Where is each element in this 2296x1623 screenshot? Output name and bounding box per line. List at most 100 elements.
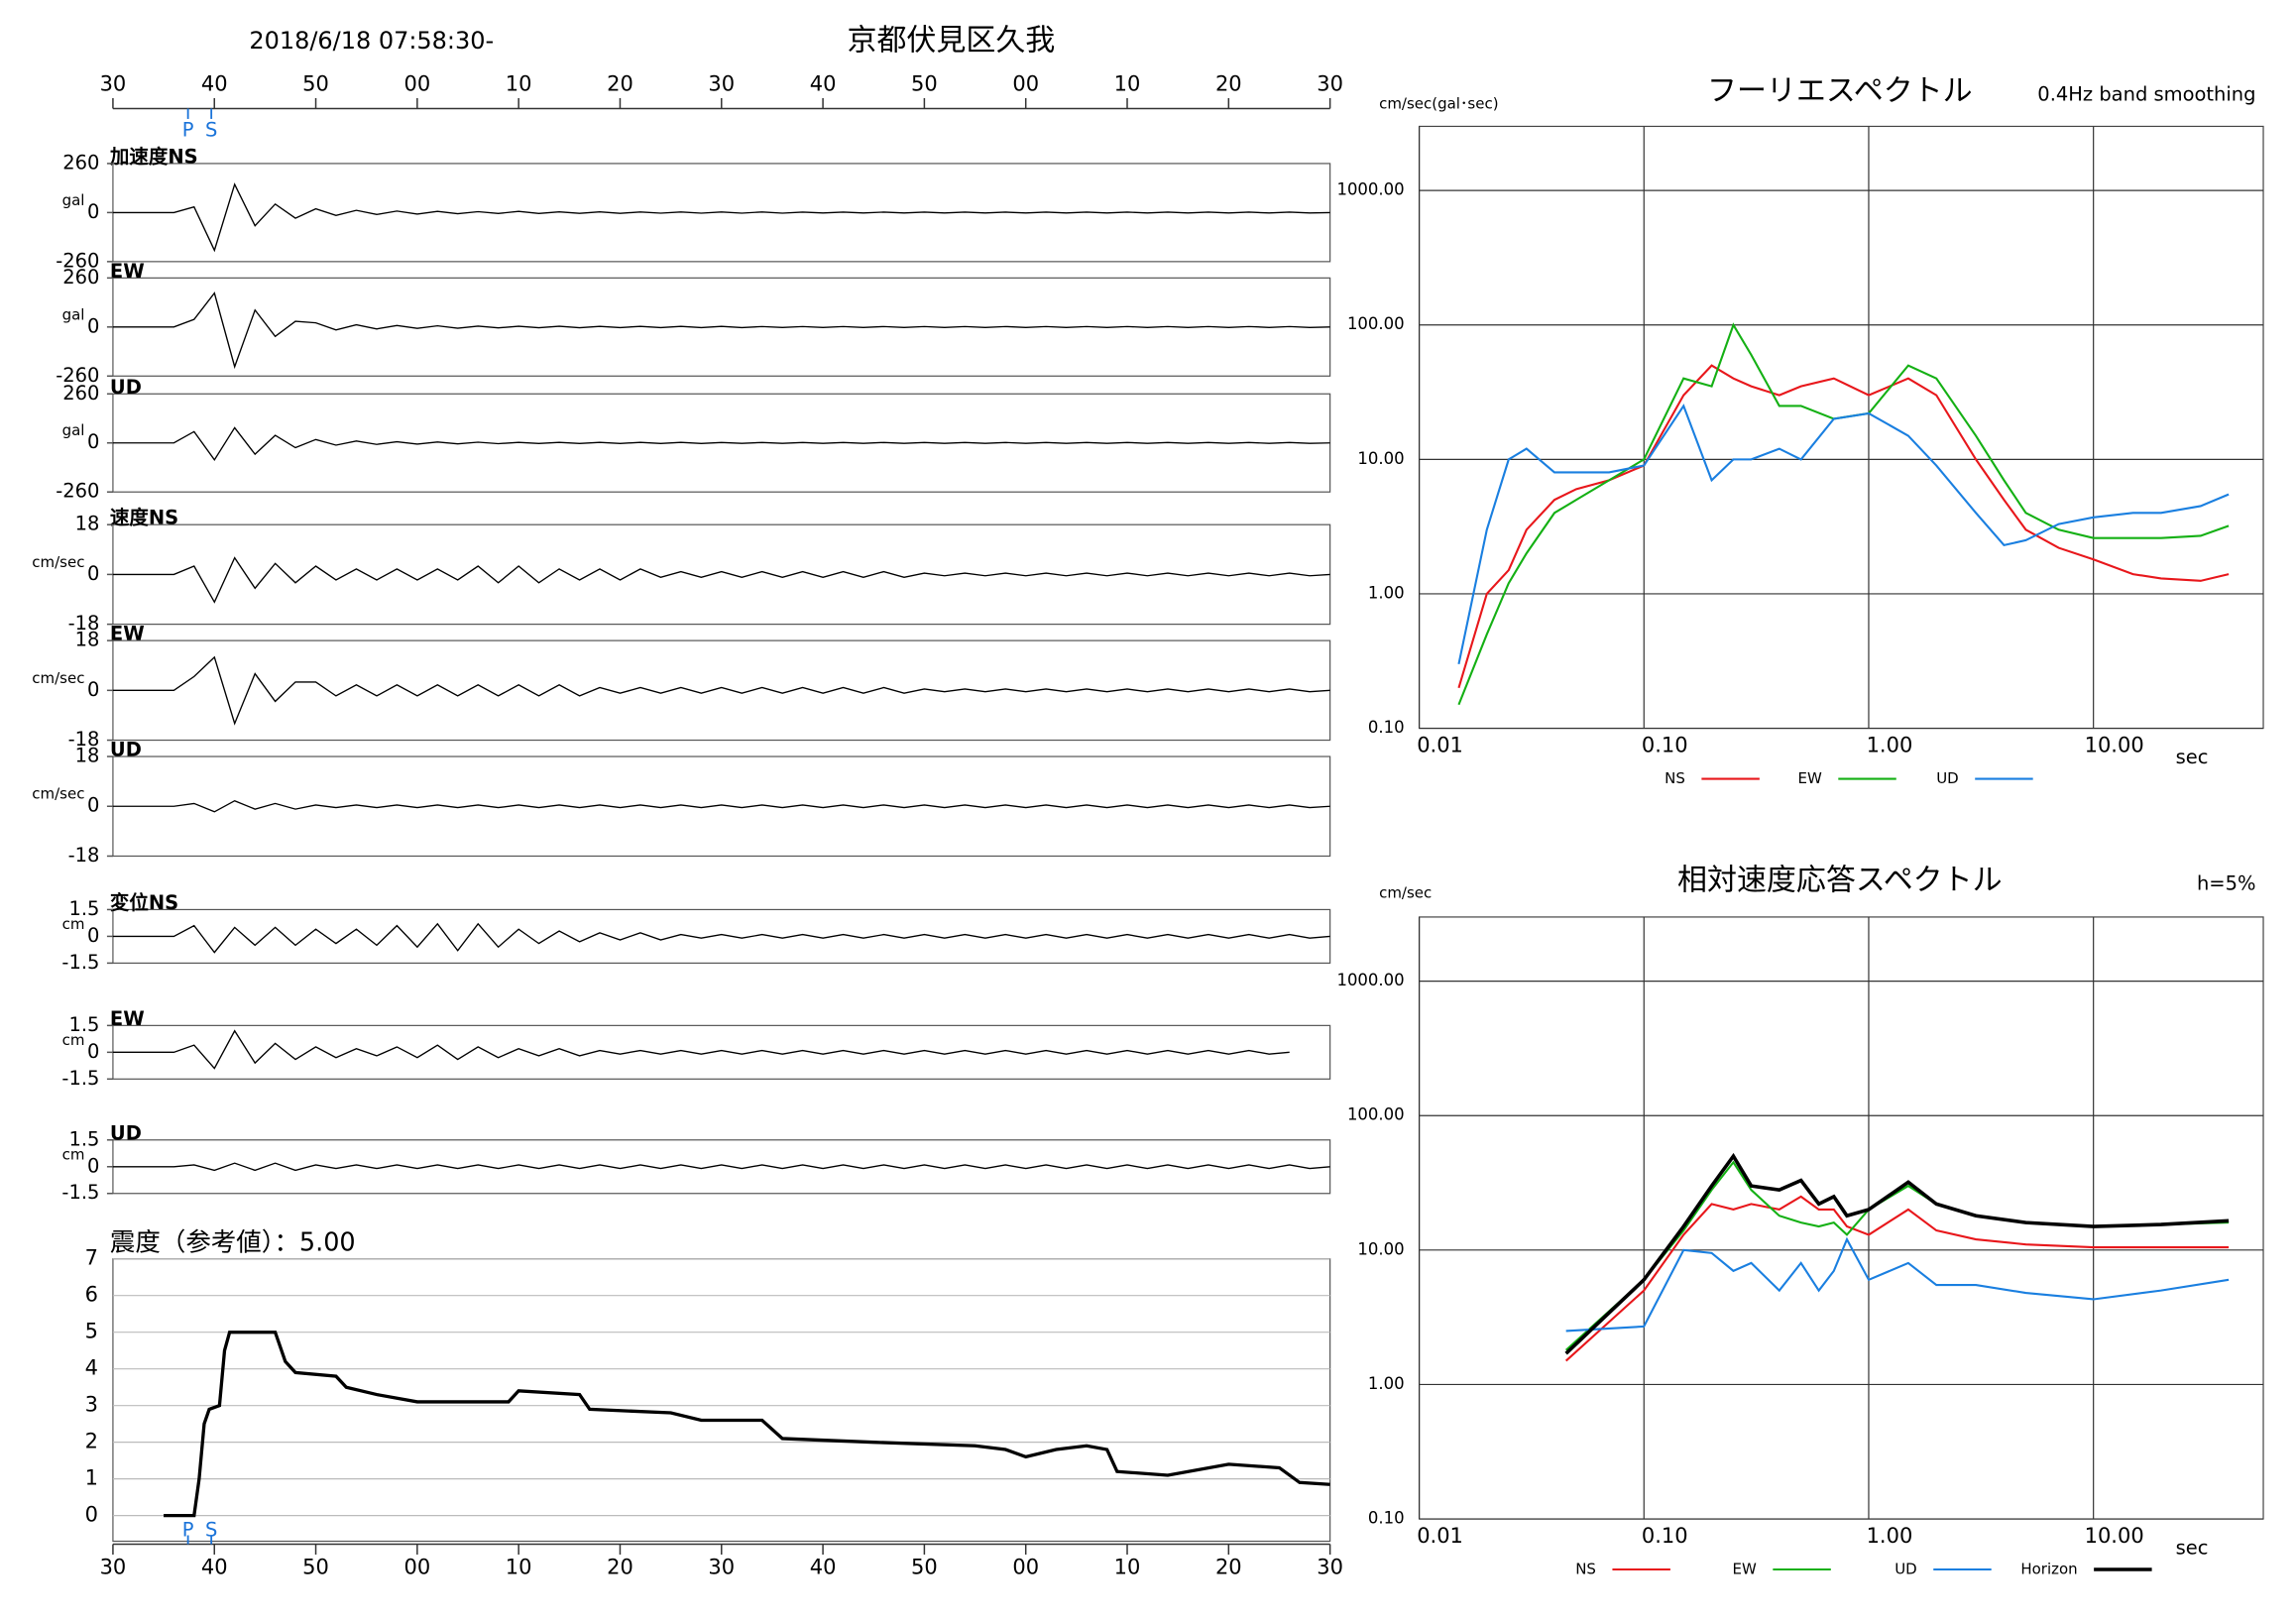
panel-label: UD: [110, 1121, 142, 1144]
plot-frame: [1418, 125, 2264, 730]
spectrum-line: [1457, 322, 2230, 706]
x-tick-label: 30: [708, 71, 735, 95]
spectrum-line: [1564, 1152, 2230, 1355]
y-tick-label: 0.10: [1368, 718, 1405, 737]
y-tick-label: 0: [85, 1503, 98, 1527]
y-tick-label: 0: [87, 924, 99, 947]
panel-unit: cm: [62, 915, 85, 933]
x-tick-label: 30: [100, 71, 127, 95]
panel-unit: gal: [62, 191, 85, 209]
y-tick-label: 0.10: [1368, 1509, 1405, 1528]
panel-unit: gal: [62, 305, 85, 323]
y-tick-label: 4: [85, 1356, 98, 1380]
x-tick-label: 50: [302, 1556, 329, 1579]
start-time: 2018/6/18 07:58:30-: [249, 27, 494, 55]
x-tick-label: 40: [201, 1556, 228, 1579]
y-tick-label: 18: [75, 513, 100, 535]
y-tick-label: 260: [62, 382, 99, 405]
spectrum-note: 0.4Hz band smoothing: [2037, 82, 2255, 105]
y-tick-label: 0: [87, 314, 99, 337]
spectrum-line: [1457, 404, 2230, 665]
panel-label: UD: [110, 376, 142, 399]
panel-unit: gal: [62, 421, 85, 439]
waveform-trace: [112, 655, 1330, 726]
x-tick-label: 50: [911, 71, 938, 95]
panel-unit: cm: [62, 1031, 85, 1049]
legend-label: NS: [1665, 769, 1685, 787]
x-tick-label: 0.01: [1417, 734, 1463, 757]
waveform-trace: [112, 1162, 1330, 1172]
y-tick-label: -18: [68, 612, 100, 635]
x-tick-label: 30: [100, 1556, 127, 1579]
spectrum-title: 相対速度応答スペクトル: [1677, 863, 2003, 897]
y-tick-label: 100.00: [1347, 314, 1405, 333]
x-tick-label: 20: [607, 1556, 633, 1579]
panel-frame: [112, 523, 1331, 626]
phase-label: S: [205, 1519, 217, 1542]
x-tick-label: 50: [302, 71, 329, 95]
phase-label: P: [182, 1519, 194, 1542]
panel-frame: [112, 1139, 1331, 1195]
x-tick-label: 00: [1012, 1556, 1039, 1579]
x-tick-label: 10: [506, 71, 532, 95]
panel-unit: cm/sec: [32, 785, 84, 803]
x-tick-label: 20: [1215, 71, 1242, 95]
panel-frame: [112, 1258, 1331, 1543]
y-tick-label: 260: [62, 151, 99, 174]
legend-label: EW: [1733, 1561, 1757, 1578]
panel-label: 加速度NS: [109, 145, 198, 168]
panel-unit: cm/sec: [32, 669, 84, 687]
panel-label: EW: [110, 623, 145, 645]
x-tick-label: 20: [1215, 1556, 1242, 1579]
panel-label: UD: [110, 739, 142, 761]
y-tick-label: 1.00: [1368, 583, 1405, 602]
y-tick-label: 260: [62, 266, 99, 289]
panel-frame: [112, 908, 1331, 965]
spectrum-title: フーリエスペクトル: [1707, 73, 1973, 108]
spectrum-line: [1565, 1236, 2230, 1333]
y-axis-unit: cm/sec(gal･sec): [1379, 94, 1498, 112]
y-tick-label: 1.5: [68, 1127, 99, 1150]
legend-label: Horizon: [2020, 1561, 2077, 1578]
waveform-trace: [112, 1029, 1290, 1070]
x-tick-label: 0.01: [1417, 1524, 1463, 1548]
waveform-trace: [112, 799, 1330, 813]
panel-frame: [112, 639, 1331, 742]
x-tick-label: 30: [708, 1556, 735, 1579]
x-tick-label: 00: [1012, 71, 1039, 95]
y-tick-label: -18: [68, 844, 100, 867]
legend-label: NS: [1575, 1561, 1596, 1578]
legend-label: UD: [1936, 769, 1959, 787]
y-tick-label: 1000.00: [1336, 180, 1404, 199]
x-tick-label: 40: [201, 71, 228, 95]
y-tick-label: -260: [56, 480, 99, 503]
y-tick-label: 1000.00: [1336, 971, 1404, 989]
x-tick-label: 10: [1114, 1556, 1141, 1579]
phase-label: S: [205, 118, 217, 141]
y-tick-label: -1.5: [61, 1181, 99, 1204]
x-tick-label: 20: [607, 71, 633, 95]
y-tick-label: 10.00: [1357, 449, 1404, 468]
panel-label: EW: [110, 260, 145, 283]
x-tick-label: 30: [1317, 1556, 1343, 1579]
y-tick-label: 1.5: [68, 1013, 99, 1036]
spectrum-line: [1564, 1195, 2230, 1362]
x-tick-label: 1.00: [1867, 734, 1913, 757]
legend-label: EW: [1798, 769, 1822, 787]
panel-unit: cm/sec: [32, 553, 84, 571]
x-tick-label: 1.00: [1867, 1524, 1913, 1548]
y-tick-label: 1: [85, 1466, 98, 1490]
waveform-trace: [112, 291, 1330, 370]
y-tick-label: -1.5: [61, 1067, 99, 1090]
x-tick-label: 50: [911, 1556, 938, 1579]
panel-label: 速度NS: [110, 507, 178, 529]
y-tick-label: 0: [87, 562, 99, 585]
intensity-curve: [164, 1331, 1330, 1518]
station-title: 京都伏見区久我: [847, 24, 1055, 58]
x-tick-label: 30: [1317, 71, 1343, 95]
x-tick-label: 40: [810, 1556, 837, 1579]
y-tick-label: 2: [85, 1430, 98, 1453]
x-tick-label: 10.00: [2085, 1524, 2144, 1548]
waveform-trace: [112, 426, 1330, 462]
